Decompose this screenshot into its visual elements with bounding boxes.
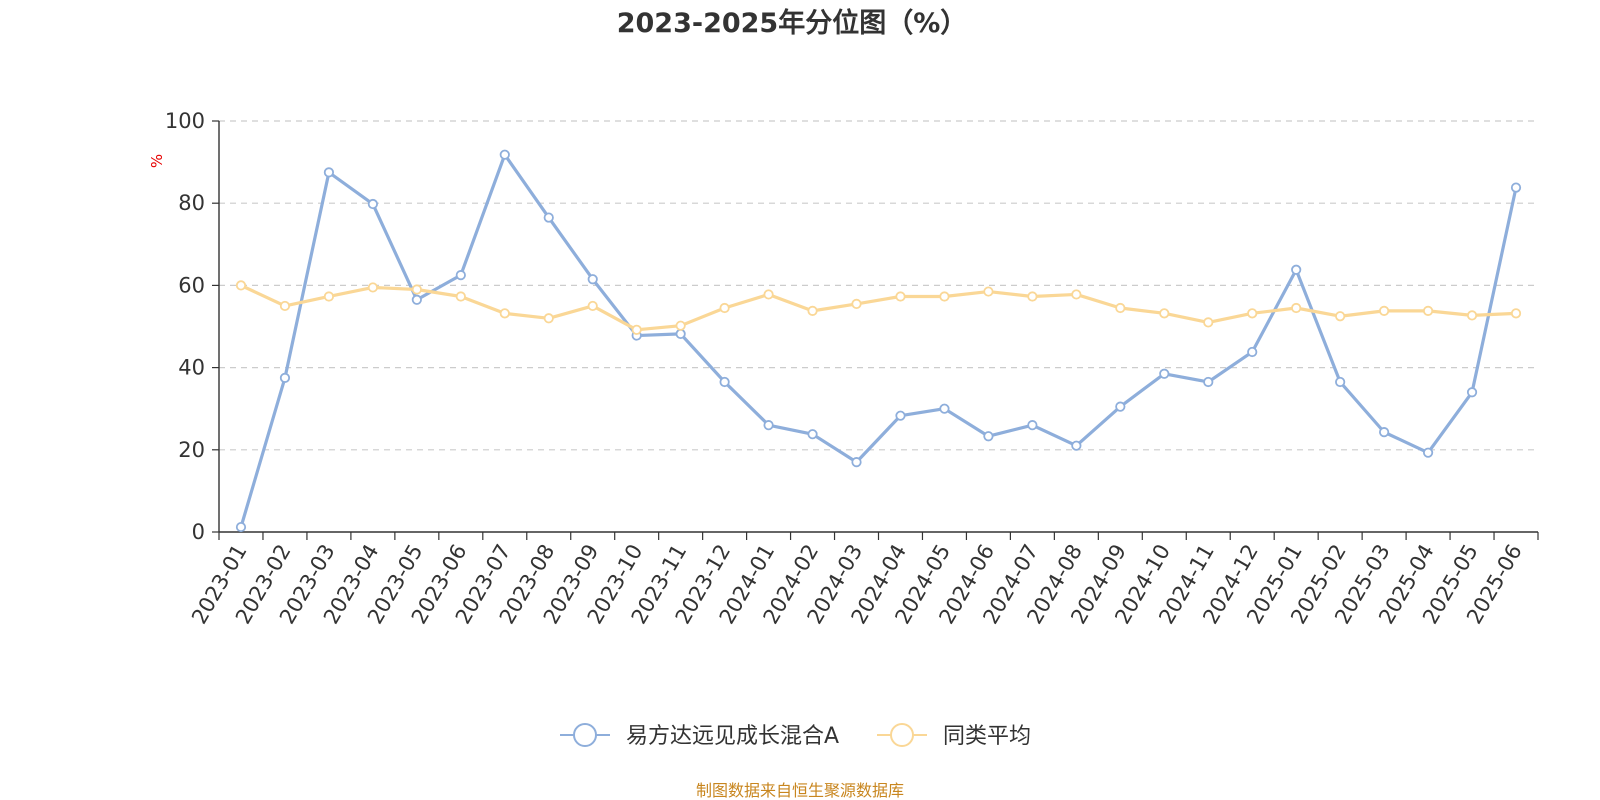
series-1-point-2024-03 xyxy=(851,457,862,468)
series-2-point-2025-06 xyxy=(1510,308,1522,319)
series-1-point-2024-12 xyxy=(1247,346,1258,358)
series-2-point-2025-01 xyxy=(1291,302,1302,314)
series-2-point-2024-01 xyxy=(763,289,774,300)
series-lines xyxy=(235,149,1522,533)
series-1-point-2025-05 xyxy=(1466,387,1478,398)
y-tick-label-40: 40 xyxy=(178,356,205,380)
y-tick-label-0: 0 xyxy=(192,520,205,544)
series-1-point-2025-06 xyxy=(1510,182,1522,193)
y-tick-label-80: 80 xyxy=(178,191,205,215)
series-line-1 xyxy=(239,153,1518,529)
series-1-point-2023-01 xyxy=(235,521,247,533)
series-1-point-2024-02 xyxy=(807,429,818,440)
series-2-point-2024-11 xyxy=(1203,317,1214,328)
series-2-point-2024-06 xyxy=(983,286,994,297)
series-2-point-2024-12 xyxy=(1247,308,1258,319)
series-2-point-2023-12 xyxy=(719,302,730,314)
series-2-point-2023-07 xyxy=(499,308,510,319)
series-2-point-2023-03 xyxy=(323,291,335,302)
y-tick-label-60: 60 xyxy=(178,273,205,297)
y-tick-label-20: 20 xyxy=(178,438,205,462)
series-2-point-2024-09 xyxy=(1115,302,1126,314)
y-tick-label-100: 100 xyxy=(165,109,205,133)
legend-marker-2 xyxy=(890,723,914,747)
series-2-point-2023-09 xyxy=(587,300,598,312)
series-1-point-2023-06 xyxy=(455,270,466,281)
series-1-point-2024-05 xyxy=(939,403,950,414)
series-2-point-2025-05 xyxy=(1466,310,1478,321)
series-1-point-2024-08 xyxy=(1071,440,1082,451)
series-1-point-2023-08 xyxy=(543,212,554,223)
series-2-point-2023-02 xyxy=(279,300,291,312)
series-1-point-2024-09 xyxy=(1115,401,1126,412)
legend-label-2: 同类平均 xyxy=(943,724,1031,749)
series-1-point-2023-03 xyxy=(323,167,335,178)
series-2-point-2023-01 xyxy=(235,280,247,291)
series-2-point-2024-04 xyxy=(895,291,906,302)
series-line-2 xyxy=(239,283,1518,332)
series-1-point-2024-06 xyxy=(983,431,994,442)
series-1-point-2025-02 xyxy=(1335,376,1346,388)
series-2-point-2024-05 xyxy=(939,291,950,302)
series-1-point-2024-10 xyxy=(1159,368,1170,379)
series-2-point-2025-02 xyxy=(1335,311,1346,322)
series-1-point-2024-04 xyxy=(895,410,906,421)
legend-item-1[interactable]: 易方达远见成长混合A xyxy=(560,723,839,749)
series-2-point-2023-10 xyxy=(631,324,642,335)
series-2-point-2023-05 xyxy=(411,284,422,295)
series-1-point-2024-07 xyxy=(1027,420,1038,431)
legend-item-2[interactable]: 同类平均 xyxy=(877,723,1031,749)
series-1-point-2023-04 xyxy=(367,198,378,210)
series-1-point-2025-01 xyxy=(1291,264,1302,275)
series-1-point-2025-03 xyxy=(1379,427,1390,438)
series-2-point-2024-03 xyxy=(851,298,862,309)
series-1-point-2023-02 xyxy=(279,372,291,383)
series-2-point-2024-07 xyxy=(1027,291,1038,302)
chart-title: 2023-2025年分位图（%） xyxy=(617,7,968,39)
series-2-point-2023-08 xyxy=(543,313,554,324)
series-1-point-2023-11 xyxy=(675,328,686,339)
series-1-point-2023-09 xyxy=(587,274,598,285)
series-2-point-2024-02 xyxy=(807,305,818,316)
legend[interactable]: 易方达远见成长混合A 同类平均 xyxy=(560,723,1031,749)
series-1-point-2024-11 xyxy=(1203,376,1214,388)
data-source-note: 制图数据来自恒生聚源数据库 xyxy=(696,781,904,800)
legend-marker-1 xyxy=(573,723,597,747)
series-2-point-2025-04 xyxy=(1422,305,1434,316)
series-2-point-2023-06 xyxy=(455,291,466,302)
series-2-point-2023-04 xyxy=(367,282,378,293)
legend-label-1: 易方达远见成长混合A xyxy=(626,724,839,749)
series-2-point-2025-03 xyxy=(1379,305,1390,316)
series-2-point-2024-08 xyxy=(1071,289,1082,300)
series-1-point-2023-07 xyxy=(499,149,510,160)
series-2-point-2024-10 xyxy=(1159,308,1170,319)
series-1-point-2023-05 xyxy=(411,294,422,305)
series-1-point-2023-12 xyxy=(719,376,730,388)
axes: 0204060801002023-012023-022023-032023-04… xyxy=(165,109,1539,628)
y-axis-unit-label: % xyxy=(148,154,166,168)
series-1-point-2025-04 xyxy=(1422,447,1434,458)
series-2-point-2023-11 xyxy=(675,320,686,331)
series-1-point-2024-01 xyxy=(763,420,774,431)
